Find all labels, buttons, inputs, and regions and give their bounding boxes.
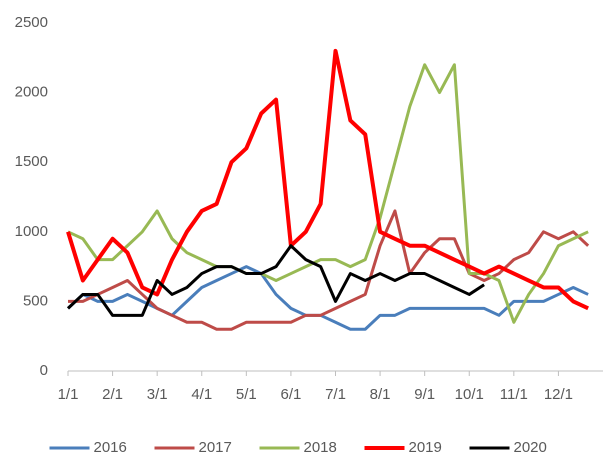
x-tick-label: 3/1 xyxy=(147,386,168,403)
legend-label: 2019 xyxy=(409,439,442,456)
x-tick-label: 5/1 xyxy=(236,386,257,403)
x-tick-label: 8/1 xyxy=(370,386,391,403)
x-tick-label: 6/1 xyxy=(280,386,301,403)
series-line xyxy=(66,48,589,311)
y-tick-label: 0 xyxy=(40,362,48,379)
x-tick-label: 9/1 xyxy=(414,386,435,403)
legend-label: 2017 xyxy=(199,439,232,456)
x-tick-label: 11/1 xyxy=(500,386,528,403)
x-tick-label: 4/1 xyxy=(191,386,212,403)
x-tick-label: 1/1 xyxy=(58,386,79,403)
series-line xyxy=(68,209,590,331)
x-tick-label: 12/1 xyxy=(544,386,573,403)
y-tick-label: 2500 xyxy=(15,14,48,31)
y-tick-label: 1000 xyxy=(15,223,48,240)
x-tick-label: 7/1 xyxy=(325,386,346,403)
series-line xyxy=(66,244,485,317)
legend-label: 2020 xyxy=(514,439,547,456)
y-tick-label: 2000 xyxy=(15,84,48,101)
x-tick-label: 10/1 xyxy=(455,386,484,403)
x-tick-label: 2/1 xyxy=(102,386,123,403)
y-tick-label: 1500 xyxy=(15,153,48,170)
legend-label: 2016 xyxy=(94,439,127,456)
y-tick-label: 500 xyxy=(23,292,48,309)
series-line xyxy=(67,63,589,324)
legend-label: 2018 xyxy=(304,439,337,456)
